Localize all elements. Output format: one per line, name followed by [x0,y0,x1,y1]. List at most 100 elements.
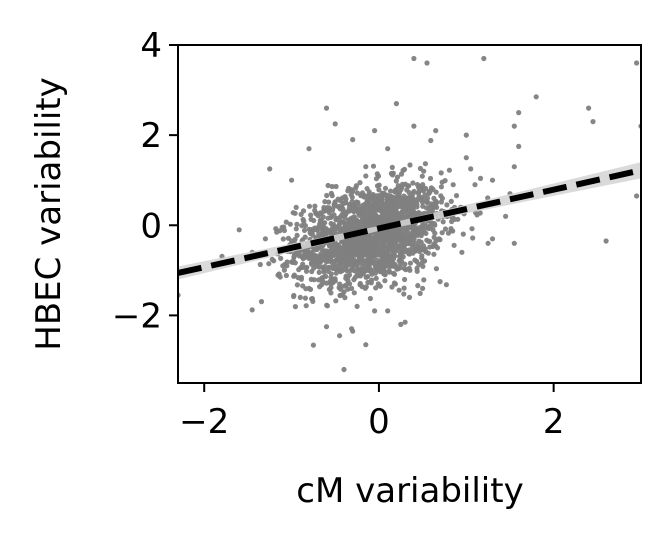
scatter-point [426,224,432,231]
scatter-point [394,209,400,216]
scatter-point [341,366,347,373]
scatter-point [383,246,389,252]
scatter-point [399,244,405,250]
scatter-point [382,208,388,214]
x-axis: −2 0 2 [179,383,564,442]
y-tick-label: 0 [140,206,162,246]
scatter-point [372,262,378,268]
scatter-point [367,265,373,271]
scatter-point [438,184,444,190]
scatter-point [459,249,465,255]
scatter-point [433,198,439,204]
scatter-point [391,271,398,277]
scatter-point [370,163,377,169]
scatter-point [402,181,408,187]
scatter-point [330,226,336,232]
scatter-point [298,211,304,217]
scatter-point [382,278,388,284]
scatter-point [293,204,299,210]
scatter-point [396,228,402,234]
scatter-point [350,137,356,143]
scatter-point [330,221,337,228]
scatter-point [428,220,434,226]
scatter-point [377,205,383,211]
scatter-point [349,285,355,291]
scatter-point [420,246,426,252]
scatter-point [369,258,375,264]
scatter-point [281,267,287,273]
scatter-point [402,319,408,325]
scatter-point [339,213,345,219]
scatter-point [406,294,413,300]
scatter-point [334,215,340,221]
scatter-point [328,256,334,262]
scatter-point [373,275,379,281]
scatter-point [365,274,371,280]
scatter-point [367,295,373,302]
scatter-point [324,302,330,308]
scatter-point [444,202,450,208]
scatter-point [346,185,352,191]
scatter-point [372,128,378,134]
scatter-point [363,173,369,179]
scatter-point [280,263,286,269]
scatter-point [351,277,357,283]
scatter-point [341,283,347,289]
scatter-point [378,199,384,205]
scatter-point [516,143,522,149]
scatter-point [443,282,449,288]
scatter-point [338,267,344,273]
scatter-point [385,254,391,261]
scatter-point [426,188,432,194]
scatter-point [319,247,325,253]
scatter-point [334,225,340,231]
scatter-point [409,224,416,231]
scatter-point [396,287,402,293]
scatter-point [373,176,379,182]
scatter-point [293,226,299,232]
scatter-point [472,182,478,188]
scatter-point [420,182,426,188]
scatter-point [386,268,392,274]
scatter-point [603,238,609,244]
scatter-point [397,258,403,264]
scatter-point [349,215,355,222]
scatter-point [307,249,313,256]
x-tick-label: 2 [543,402,565,442]
scatter-point [283,219,289,225]
y-tick-label: −2 [112,296,162,336]
scatter-point [331,212,337,218]
scatter-point [406,249,413,255]
scatter-point [393,178,399,184]
scatter-point [312,203,318,209]
scatter-point [448,227,454,234]
scatter-point [333,298,339,304]
scatter-point [321,269,327,275]
scatter-point [356,253,362,260]
scatter-point [258,299,265,305]
scatter-point [437,237,443,243]
scatter-point [341,289,347,295]
scatter-point [451,242,457,248]
scatter-point [294,232,300,238]
scatter-point [348,258,354,264]
scatter-point [438,170,444,176]
scatter-point [393,101,399,107]
scatter-point [417,290,423,296]
scatter-point [294,221,300,227]
scatter-point [365,211,371,217]
scatter-point [326,264,332,270]
scatter-point [326,205,333,211]
scatter-point [376,234,382,240]
scatter-point [485,240,491,246]
scatter-point [357,208,363,215]
scatter-point [415,230,421,236]
scatter-point [414,258,420,265]
scatter-point [309,268,315,275]
scatter-point [309,296,315,302]
scatter-point [503,213,509,219]
scatter-point [392,253,398,259]
scatter-point [431,251,437,257]
scatter-point [419,173,425,179]
scatter-point [326,199,332,205]
